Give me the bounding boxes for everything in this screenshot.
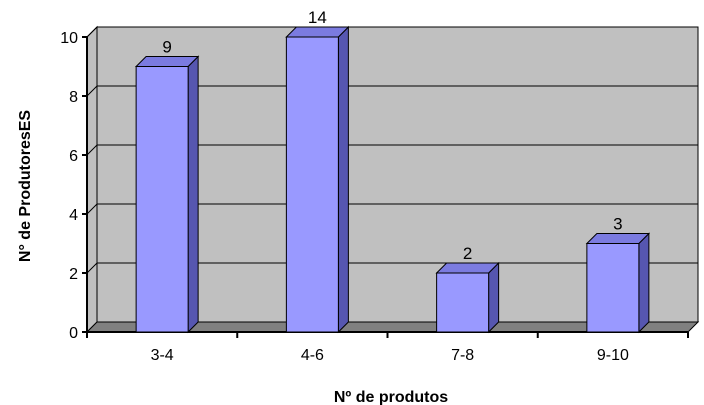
y-tick-label: 2 (69, 266, 78, 283)
bar-front (586, 243, 640, 333)
bar-top (435, 262, 500, 274)
gridline (86, 144, 698, 156)
data-label: 2 (463, 244, 472, 263)
bar-side (638, 232, 650, 334)
y-tick-label: 8 (69, 89, 78, 106)
bar-top (134, 56, 200, 67)
y-tick-label: 6 (69, 148, 78, 165)
data-label: 14 (308, 8, 327, 27)
bar-top (285, 26, 350, 38)
gridline (86, 203, 698, 215)
x-tick-label: 3-4 (151, 347, 174, 364)
x-axis: 3-4 4-6 7-8 9-10 (86, 331, 689, 364)
bar-top (585, 233, 651, 244)
bar-front (436, 272, 490, 333)
bar-side (488, 261, 500, 334)
y-tick-label: 10 (60, 30, 78, 47)
y-tick-label: 0 (69, 325, 78, 342)
bar: 9 (134, 38, 200, 334)
gridline (86, 26, 698, 38)
data-label: 9 (162, 38, 171, 57)
bar-front (135, 66, 189, 333)
side-wall (86, 25, 98, 334)
bar-side (337, 25, 349, 334)
x-tick-label: 4-6 (301, 347, 324, 364)
gridline (86, 85, 698, 97)
x-axis-title: Nº de produtos (334, 389, 448, 405)
bar: 2 (435, 244, 500, 334)
bars: 9 14 2 3 (134, 8, 651, 334)
data-label: 3 (613, 215, 622, 234)
y-axis: 0 2 4 6 8 10 (60, 30, 88, 342)
bar-front (285, 36, 339, 333)
y-axis-title: N° de ProdutoresES (17, 110, 34, 263)
x-tick-label: 7-8 (451, 347, 474, 364)
bar: 3 (585, 215, 651, 334)
bar: 14 (285, 8, 350, 334)
x-tick-label: 9-10 (597, 347, 629, 364)
y-tick-label: 4 (69, 207, 78, 224)
bar-side (187, 55, 199, 334)
